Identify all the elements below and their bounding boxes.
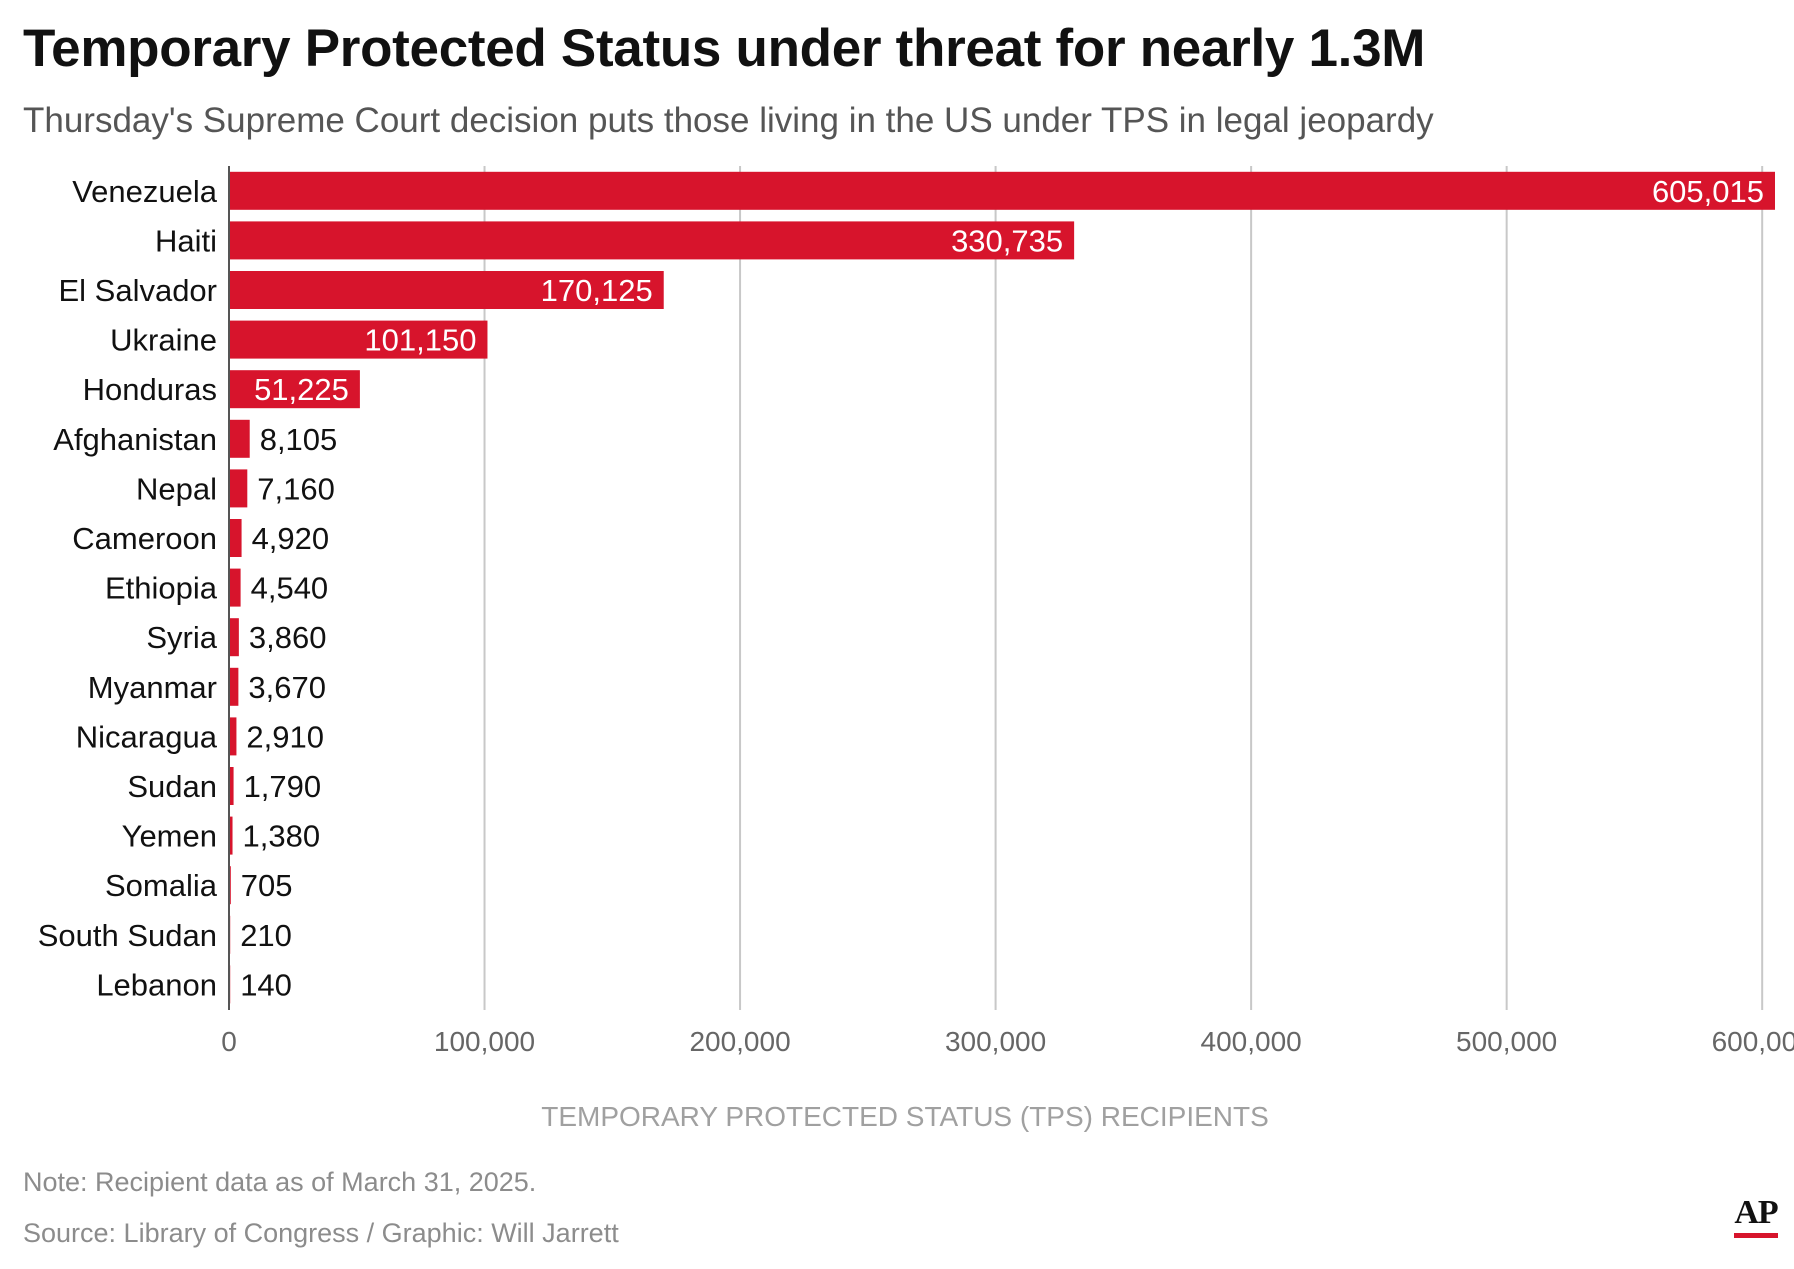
- gridlines: [483, 166, 1764, 1010]
- bar: [229, 618, 239, 657]
- value-label: 4,920: [252, 521, 330, 556]
- category-label: Ukraine: [110, 323, 217, 358]
- category-labels: Venezuela Haiti El Salvador Ukraine Honduras…: [38, 174, 218, 1003]
- bar: [229, 320, 488, 359]
- category-label: Somalia: [105, 868, 218, 903]
- category-label: Myanmar: [88, 670, 217, 705]
- category-label: Syria: [146, 620, 217, 655]
- value-label: 330,735: [951, 223, 1063, 258]
- chart-subtitle: Thursday's Supreme Court decision puts t…: [23, 101, 1434, 140]
- x-tick-label: 200,000: [689, 1026, 790, 1057]
- category-label: Lebanon: [96, 967, 217, 1002]
- ap-logo-underline: [1734, 1233, 1778, 1238]
- value-label: 4,540: [251, 571, 329, 606]
- value-label: 210: [240, 918, 292, 953]
- x-tick-label: 100,000: [434, 1026, 535, 1057]
- value-label: 2,910: [246, 719, 324, 754]
- category-label: Nepal: [136, 471, 217, 506]
- value-label: 3,670: [248, 670, 326, 705]
- ap-logo-text: AP: [1734, 1194, 1778, 1231]
- bar: [229, 419, 250, 458]
- x-tick-label: 400,000: [1201, 1026, 1302, 1057]
- x-axis-ticks: 0 100,000 200,000 300,000 400,000 500,000 600,…: [221, 1026, 1794, 1057]
- category-label: Nicaragua: [76, 719, 218, 754]
- value-label: 7,160: [257, 471, 335, 506]
- value-label: 8,105: [260, 422, 338, 457]
- category-label: Honduras: [83, 372, 217, 407]
- category-label: Yemen: [122, 819, 217, 854]
- bar: [229, 221, 1075, 260]
- category-label: Haiti: [155, 223, 217, 258]
- x-tick-label: 0: [221, 1026, 237, 1057]
- bar: [229, 568, 241, 607]
- value-label: 140: [240, 967, 292, 1002]
- x-tick-label: 500,000: [1456, 1026, 1557, 1057]
- source-credit: Source: Library of Congress / Graphic: W…: [23, 1218, 619, 1248]
- bars: [229, 171, 1775, 1004]
- category-label: Venezuela: [72, 174, 218, 209]
- category-label: Ethiopia: [105, 571, 218, 606]
- bar: [229, 667, 239, 706]
- bar: [229, 370, 360, 409]
- category-label: South Sudan: [38, 918, 217, 953]
- value-label: 101,150: [364, 323, 476, 358]
- category-label: El Salvador: [58, 273, 217, 308]
- chart-title: Temporary Protected Status under threat …: [23, 19, 1426, 78]
- category-label: Afghanistan: [53, 422, 217, 457]
- value-label: 51,225: [254, 372, 349, 407]
- value-label: 3,860: [249, 620, 327, 655]
- value-label: 605,015: [1652, 174, 1764, 209]
- x-tick-label: 300,000: [945, 1026, 1046, 1057]
- x-axis-title: TEMPORARY PROTECTED STATUS (TPS) RECIPIE…: [541, 1101, 1269, 1132]
- value-label: 1,790: [244, 769, 322, 804]
- x-tick-label: 600,000: [1712, 1026, 1794, 1057]
- bar-chart: Venezuela Haiti El Salvador Ukraine Honduras…: [38, 166, 1794, 1132]
- bar: [229, 469, 248, 508]
- bar: [229, 767, 234, 805]
- value-label: 705: [241, 868, 293, 903]
- footnote: Note: Recipient data as of March 31, 202…: [23, 1167, 537, 1197]
- value-label: 1,380: [243, 819, 321, 854]
- ap-logo: AP: [1734, 1194, 1779, 1238]
- bar: [229, 271, 664, 309]
- value-labels: 605,015 330,735 170,125 101,150 51,225 8,105 7…: [240, 174, 1764, 1003]
- value-label: 170,125: [541, 273, 653, 308]
- bar: [229, 519, 242, 557]
- bar: [229, 171, 1775, 210]
- bar: [229, 816, 233, 855]
- category-label: Cameroon: [72, 521, 217, 556]
- category-label: Sudan: [127, 769, 217, 804]
- bar: [229, 717, 237, 756]
